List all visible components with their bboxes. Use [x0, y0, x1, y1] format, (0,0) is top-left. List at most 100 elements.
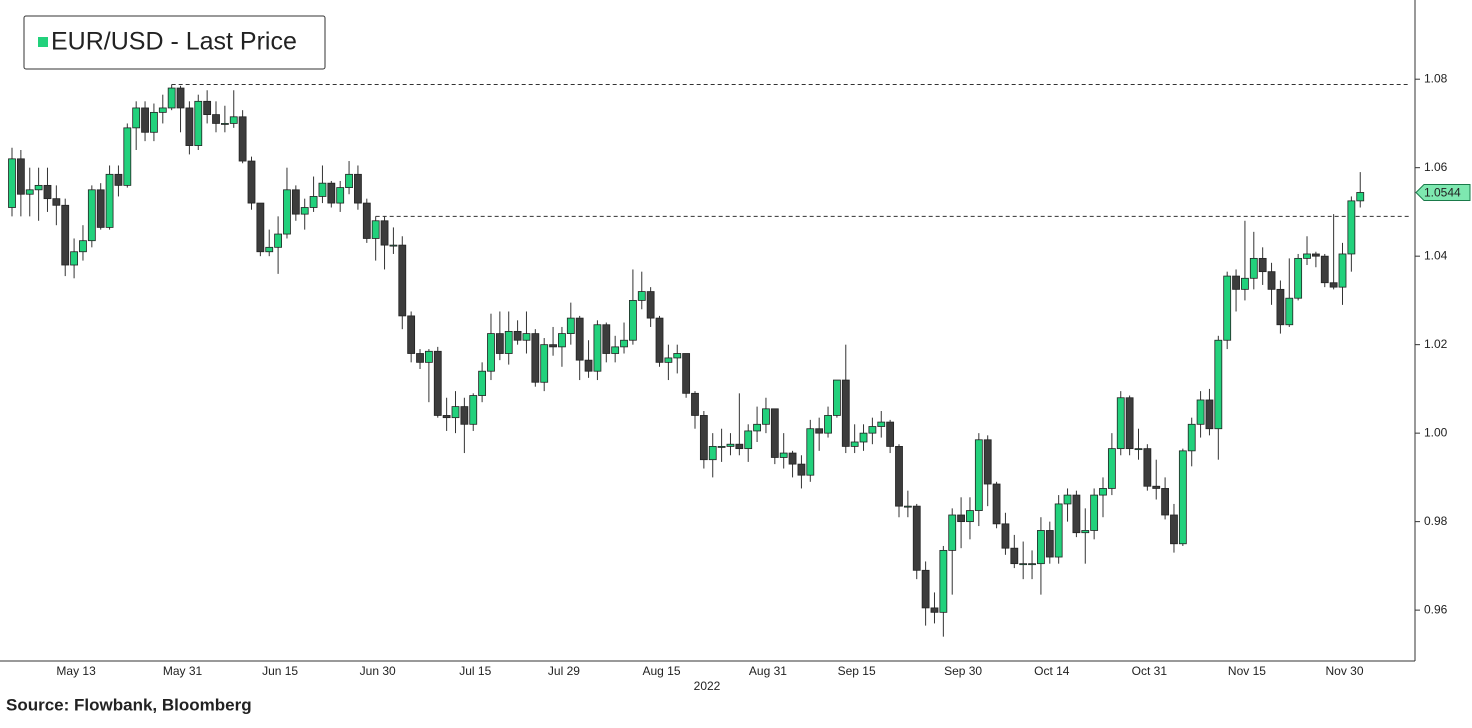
candle-body	[788, 452, 797, 465]
candle-body	[1099, 488, 1107, 496]
x-tick-label: Jul 15	[459, 664, 491, 678]
candle-body	[983, 439, 992, 485]
candle-body	[451, 406, 460, 419]
candle-body	[1285, 297, 1294, 326]
candle-body	[1214, 339, 1223, 430]
candle-body	[726, 443, 735, 447]
last-price-tag	[1415, 183, 1471, 201]
candle-body	[699, 415, 708, 461]
candle-body	[1072, 494, 1081, 534]
candle-body	[664, 357, 673, 363]
x-tick-label: Nov 30	[1325, 664, 1363, 678]
plot-area	[8, 84, 1410, 637]
candle-body	[1125, 397, 1134, 450]
candle-body	[1019, 563, 1028, 566]
candle-body	[1187, 423, 1196, 452]
candle-body	[762, 408, 770, 425]
candle-body	[629, 300, 637, 341]
candle-body	[815, 428, 824, 434]
candle-body	[540, 344, 549, 383]
candle-body	[1045, 530, 1054, 558]
candle-body	[1249, 257, 1258, 279]
candle-body	[841, 379, 850, 447]
candle-body	[859, 432, 868, 443]
candle-body	[930, 607, 939, 613]
candle-body	[167, 87, 176, 109]
candle-body	[575, 317, 584, 361]
candle-body	[487, 333, 495, 372]
candle-body	[327, 182, 336, 204]
candle-body	[877, 421, 886, 427]
x-axis-year: 2022	[694, 679, 721, 693]
candle-body	[1028, 563, 1036, 566]
candle-body	[309, 196, 318, 208]
candle-body	[584, 359, 593, 372]
candle-body	[513, 330, 522, 341]
candle-body	[1143, 448, 1152, 487]
candle-body	[1347, 200, 1356, 255]
candle-body	[407, 315, 416, 354]
candle-body	[150, 111, 158, 133]
candle-body	[389, 244, 398, 247]
candle-body	[1311, 253, 1320, 257]
candle-body	[921, 569, 930, 609]
candle-body	[345, 173, 353, 188]
candle-body	[212, 114, 220, 124]
candle-body	[939, 549, 948, 613]
candle-body	[1063, 494, 1072, 505]
candle-body	[974, 439, 983, 511]
candle-body	[602, 324, 611, 354]
candle-body	[460, 406, 469, 425]
candle-body	[1320, 255, 1329, 284]
candle-body	[256, 202, 265, 253]
candle-body	[1303, 253, 1311, 259]
candle-body	[354, 173, 362, 204]
candle-body	[34, 184, 43, 191]
x-tick-label: Oct 14	[1034, 664, 1070, 678]
candle-body	[1107, 448, 1116, 489]
candle-body	[1090, 494, 1099, 531]
candle-body	[1356, 192, 1365, 202]
legend-swatch	[38, 37, 48, 47]
candle-body	[646, 291, 655, 319]
candle-body	[1010, 547, 1019, 565]
candle-body	[1294, 257, 1303, 299]
y-tick-label: 0.98	[1424, 514, 1448, 528]
candle-body	[79, 240, 87, 253]
candle-body	[105, 173, 114, 228]
candle-body	[682, 353, 691, 394]
candle-body	[424, 350, 433, 363]
candle-body	[220, 123, 229, 125]
candle-body	[1134, 448, 1143, 451]
candle-body	[611, 346, 620, 354]
candle-body	[717, 446, 726, 448]
candle-body	[824, 415, 832, 434]
candle-body	[371, 220, 380, 239]
candle-body	[850, 441, 859, 447]
x-tick-label: Sep 15	[838, 664, 876, 678]
candle-body	[566, 317, 575, 334]
candle-body	[398, 244, 407, 317]
candle-body	[673, 353, 682, 359]
candle-body	[43, 184, 52, 200]
x-tick-label: Jul 29	[548, 664, 580, 678]
candle-body	[318, 182, 327, 197]
candle-body	[16, 158, 25, 195]
candle-body	[274, 233, 283, 248]
candle-body	[1267, 271, 1276, 290]
candle-body	[1081, 530, 1090, 534]
y-tick-label: 1.02	[1424, 337, 1448, 351]
candle-body	[1276, 288, 1285, 326]
candle-body	[1232, 275, 1240, 290]
candle-body	[1152, 485, 1161, 489]
candle-body	[1258, 257, 1267, 273]
candle-body	[833, 379, 841, 416]
candle-body	[522, 333, 531, 341]
candle-body	[1241, 277, 1249, 290]
candle-body	[114, 173, 123, 186]
y-tick-label: 1.00	[1424, 425, 1448, 439]
source-note: Source: Flowbank, Bloomberg	[6, 695, 252, 714]
candle-body	[300, 207, 309, 215]
candle-body	[229, 116, 238, 124]
